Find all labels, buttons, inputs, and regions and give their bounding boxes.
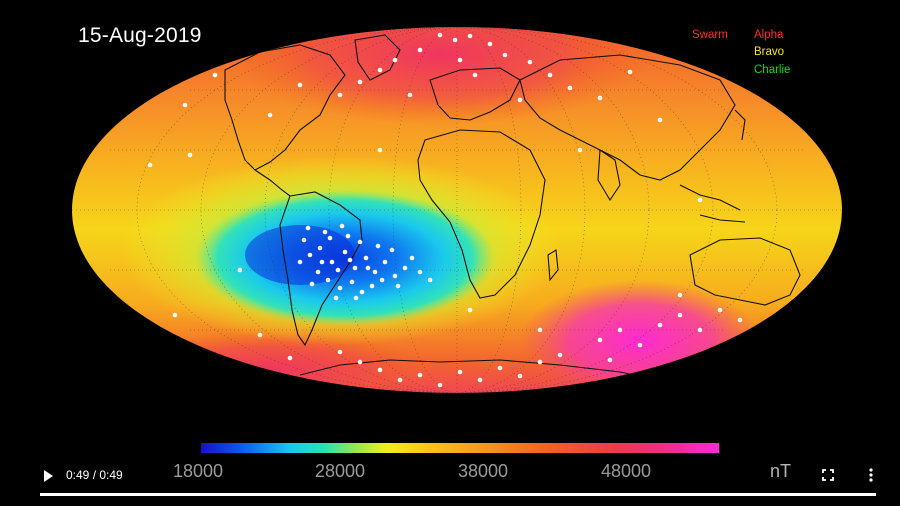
- legend-item-alpha: Alpha: [754, 29, 784, 41]
- colorbar-tick-38000: 38000: [458, 461, 509, 481]
- legend-item-charlie: Charlie: [754, 64, 791, 76]
- progress-fill: [40, 493, 876, 496]
- legend-item-bravo: Bravo: [754, 46, 785, 58]
- more-vert-icon: [869, 468, 873, 482]
- satellite-positions: [147, 32, 743, 388]
- colorbar: [201, 443, 719, 453]
- fullscreen-button[interactable]: [818, 465, 838, 485]
- colorbar-tick-28000: 28000: [315, 461, 366, 481]
- legend-title: Swarm: [692, 29, 728, 41]
- video-controls: 0:49 / 0:49: [0, 460, 900, 506]
- colorbar-tick-18000: 18000: [173, 461, 224, 481]
- play-button[interactable]: [38, 466, 58, 486]
- date-label: 15-Aug-2019: [78, 24, 202, 47]
- time-display: 0:49 / 0:49: [66, 468, 123, 482]
- progress-bar[interactable]: [40, 493, 876, 496]
- more-options-button[interactable]: [861, 465, 881, 485]
- play-icon: [44, 470, 53, 482]
- colorbar-unit: nT: [770, 461, 792, 481]
- colorbar-tick-48000: 48000: [601, 461, 652, 481]
- fullscreen-icon: [822, 469, 834, 481]
